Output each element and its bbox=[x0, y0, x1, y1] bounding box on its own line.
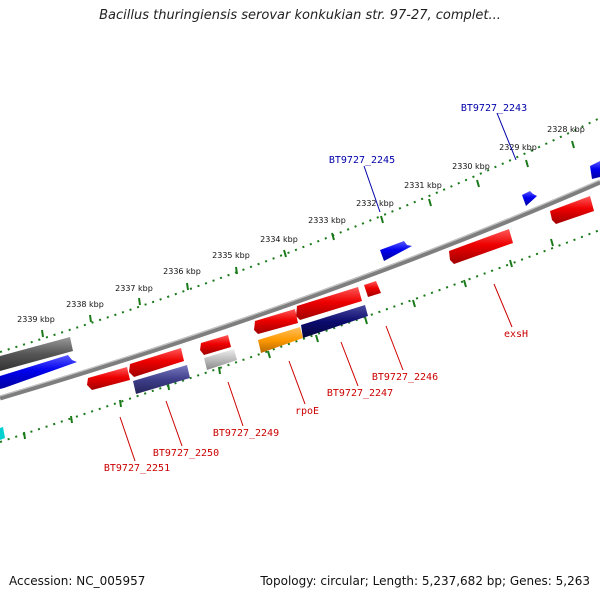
inner-major-ticks bbox=[23, 238, 554, 440]
tick-label-2335: 2335 kbp bbox=[212, 251, 250, 260]
label-bt9727-2245[interactable]: BT9727_2245 bbox=[329, 155, 395, 166]
gene-bt9727-2247-shape[interactable] bbox=[301, 305, 368, 338]
gene-forward-right[interactable] bbox=[590, 161, 600, 179]
label-bt9727-2251[interactable]: BT9727_2251 bbox=[104, 463, 170, 474]
tick-label-2328: 2328 kbp bbox=[547, 125, 585, 134]
tick-label-2339: 2339 kbp bbox=[17, 315, 55, 324]
tick-label-2329: 2329 kbp bbox=[499, 143, 537, 152]
gene-bt9727-2250-shape[interactable] bbox=[129, 348, 184, 377]
forward-genes[interactable] bbox=[0, 161, 600, 389]
label-bt9727-2243[interactable]: BT9727_2243 bbox=[461, 103, 527, 114]
gene-slate[interactable] bbox=[133, 365, 190, 394]
tick-label-2336: 2336 kbp bbox=[163, 267, 201, 276]
outer-major-ticks bbox=[41, 140, 575, 338]
tick-label-2338: 2338 kbp bbox=[66, 300, 104, 309]
label-bt9727-2249[interactable]: BT9727_2249 bbox=[213, 428, 279, 439]
tick-label-2337: 2337 kbp bbox=[115, 284, 153, 293]
gene-gray-pseudo[interactable] bbox=[204, 349, 237, 370]
label-exsh[interactable]: exsH bbox=[504, 329, 528, 340]
tick-label-2334: 2334 kbp bbox=[260, 235, 298, 244]
tick-label-2331: 2331 kbp bbox=[404, 181, 442, 190]
tick-label-2330: 2330 kbp bbox=[452, 162, 490, 171]
gene-exsh-shape[interactable] bbox=[449, 229, 513, 264]
gene-bt9727-2243-shape[interactable] bbox=[522, 191, 537, 206]
gene-bt9727-2251-shape[interactable] bbox=[87, 367, 130, 390]
accession-text: Accession: NC_005957 bbox=[9, 574, 146, 588]
reverse-genes[interactable] bbox=[0, 196, 594, 440]
gene-rpoe-shape[interactable] bbox=[258, 327, 303, 353]
label-leaders bbox=[119, 112, 517, 462]
tick-label-2333: 2333 kbp bbox=[308, 216, 346, 225]
label-bt9727-2247[interactable]: BT9727_2247 bbox=[327, 388, 393, 399]
gene-bt9727-2245-shape[interactable] bbox=[380, 241, 412, 261]
genome-summary-text: Topology: circular; Length: 5,237,682 bp… bbox=[260, 574, 590, 588]
gene-bt9727-2246-shape[interactable] bbox=[364, 281, 381, 297]
label-bt9727-2250[interactable]: BT9727_2250 bbox=[153, 448, 219, 459]
outer-scale-ring bbox=[0, 117, 600, 353]
gene-cyan-edge[interactable] bbox=[0, 427, 5, 440]
scale-labels: 2328 kbp 2329 kbp 2330 kbp 2331 kbp 2332… bbox=[17, 125, 585, 324]
gene-labels: BT9727_2243 BT9727_2245 exsH BT9727_2246… bbox=[104, 103, 528, 474]
map-title: Bacillus thuringiensis serovar konkukian… bbox=[99, 8, 501, 23]
gene-red-mid[interactable] bbox=[254, 309, 298, 334]
tick-label-2332: 2332 kbp bbox=[356, 199, 394, 208]
gene-right-red[interactable] bbox=[550, 196, 594, 224]
label-bt9727-2246[interactable]: BT9727_2246 bbox=[372, 372, 438, 383]
genome-backbone bbox=[0, 179, 600, 401]
label-rpoe[interactable]: rpoE bbox=[295, 406, 319, 417]
gene-forward-left[interactable] bbox=[0, 355, 77, 389]
gene-bt9727-2249-shape[interactable] bbox=[200, 335, 231, 355]
gene-forward-dark-left[interactable] bbox=[0, 337, 73, 371]
gene-red-upper[interactable] bbox=[296, 287, 362, 320]
